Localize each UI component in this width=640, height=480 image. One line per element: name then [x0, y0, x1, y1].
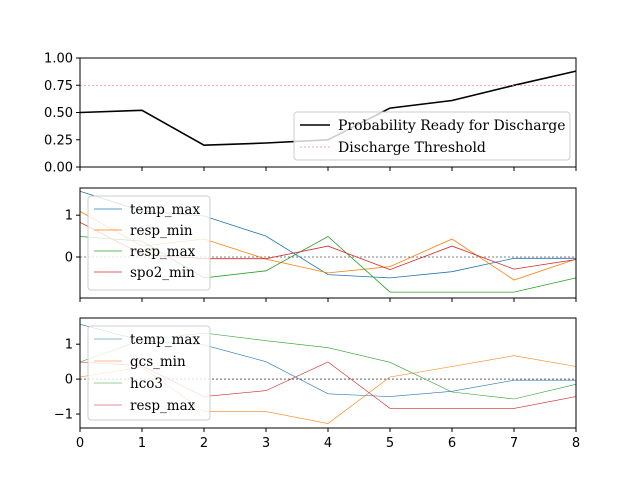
- legend-label: resp_max: [130, 398, 196, 414]
- legend: temp_max resp_min resp_max spo2_min: [87, 195, 211, 291]
- legend-box: [293, 111, 571, 161]
- legend-label: hco3: [130, 376, 163, 392]
- x-tick-label: 8: [572, 436, 580, 451]
- x-tick-label: 4: [324, 436, 332, 451]
- legend-label: spo2_min: [130, 265, 195, 281]
- y-tick-label: 1: [65, 338, 73, 353]
- y-tick-label: 0.25: [44, 133, 73, 148]
- x-tick-label: 3: [262, 436, 270, 451]
- legend-label: temp_max: [130, 202, 200, 218]
- y-tick-label: 0.75: [44, 79, 73, 94]
- legend-box: [87, 325, 211, 421]
- y-tick-label: 0.50: [44, 106, 73, 121]
- legend: Probability Ready for Discharge Discharge…: [293, 111, 571, 161]
- legend-label: resp_min: [130, 223, 193, 239]
- y-tick-label: −1: [54, 408, 73, 423]
- legend: temp_max gcs_min hco3 resp_max: [87, 325, 211, 421]
- y-tick-label: 0: [65, 373, 73, 388]
- y-tick-label: 0.00: [44, 161, 73, 176]
- legend-label: gcs_min: [130, 354, 186, 370]
- x-tick-label: 7: [510, 436, 518, 451]
- legend-box: [87, 195, 211, 291]
- x-tick-label: 1: [138, 436, 146, 451]
- panel-1: 0.00 0.25 0.50 0.75 1.00 Probability Ready fo…: [44, 52, 577, 176]
- x-tick-label: 0: [76, 436, 84, 451]
- legend-label: Probability Ready for Discharge: [338, 118, 566, 134]
- y-tick-label: 1.00: [44, 52, 73, 67]
- y-tick-label: 0: [65, 251, 73, 266]
- x-tick-label: 5: [386, 436, 394, 451]
- x-tick-label: 2: [200, 436, 208, 451]
- x-tick-label: 6: [448, 436, 456, 451]
- legend-label: resp_max: [130, 244, 196, 260]
- panel-2: 0 1 temp_max resp_min resp_max spo2_min: [65, 187, 577, 302]
- legend-label: Discharge Threshold: [338, 140, 486, 156]
- legend-label: temp_max: [130, 332, 200, 348]
- y-tick-label: 1: [65, 209, 73, 224]
